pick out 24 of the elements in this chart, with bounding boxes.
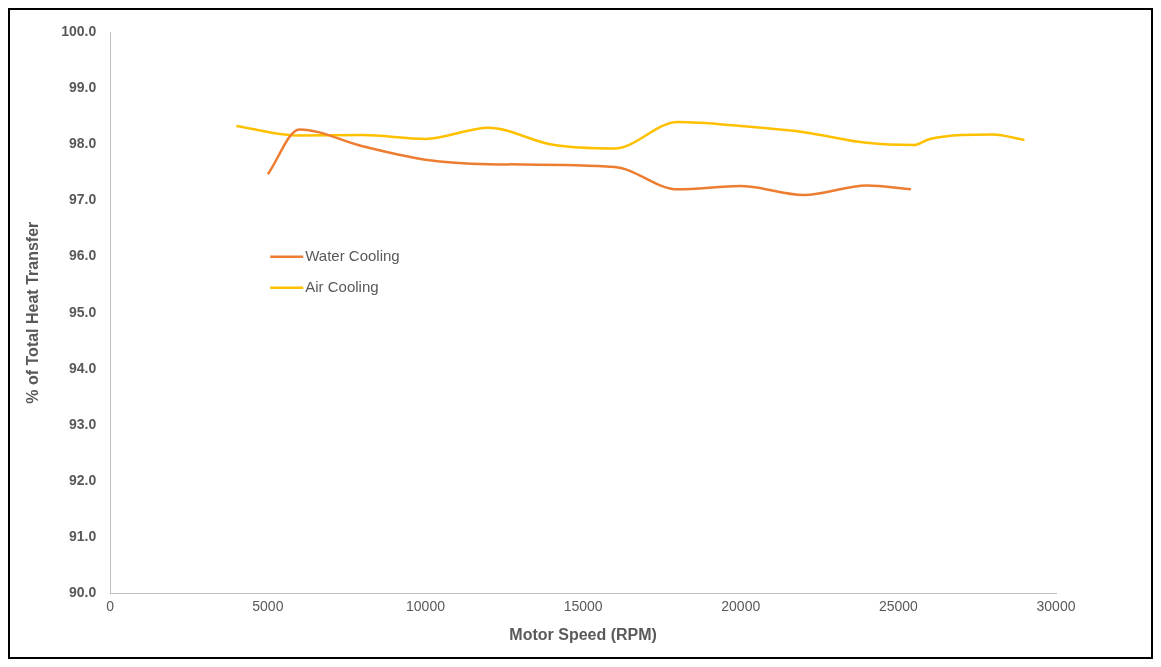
x-tick-label: 10000 [406,598,446,615]
x-axis-title: Motor Speed (RPM) [509,625,657,643]
y-tick-label: 92.0 [68,471,97,488]
y-tick-label: 91.0 [68,527,97,544]
x-tick-label: 5000 [252,598,284,615]
line-series [235,120,1026,150]
y-tick-label: 95.0 [68,303,97,320]
y-tick-label: 98.0 [68,135,97,152]
x-tick-label: 30000 [1036,598,1076,615]
line-series [266,128,913,197]
y-axis-title: % of Total Heat Transfer [24,221,42,404]
y-tick-label: 100.0 [61,23,97,40]
y-tick-label: 97.0 [68,191,97,208]
x-tick-label: 25000 [878,598,919,615]
y-tick-label: 90.0 [68,583,97,600]
y-tick-label: 99.0 [68,79,97,96]
x-tick-label: 20000 [721,598,761,615]
legend-label: Air Cooling [305,277,379,295]
y-tick-label: 96.0 [68,247,97,264]
legend-label: Water Cooling [305,246,400,264]
y-tick-label: 94.0 [68,359,97,376]
x-tick-label: 15000 [563,598,603,615]
y-tick-label: 93.0 [68,415,97,432]
x-tick-label: 0 [106,598,115,615]
